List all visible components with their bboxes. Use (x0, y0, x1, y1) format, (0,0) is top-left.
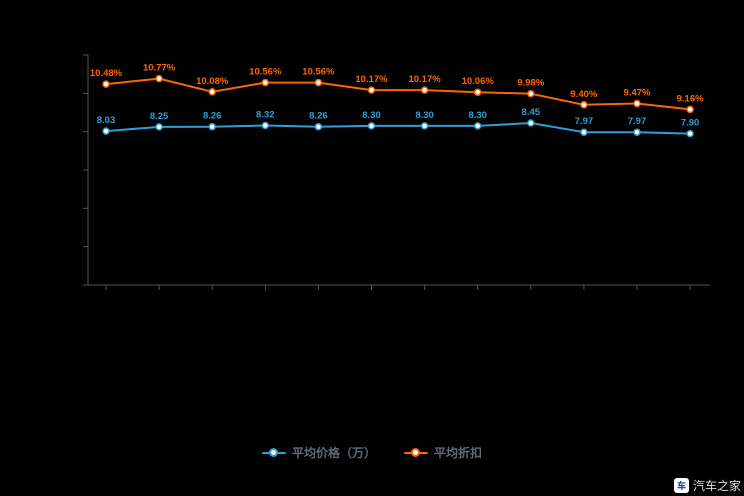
data-point (261, 121, 270, 130)
data-label: 10.17% (355, 74, 388, 85)
data-point (261, 78, 270, 87)
data-point (633, 99, 641, 108)
data-point (155, 123, 163, 131)
data-point (367, 122, 376, 130)
data-label: 8.32 (256, 110, 275, 121)
data-point (208, 88, 216, 96)
data-label: 10.56% (302, 67, 335, 78)
data-label: 8.25 (150, 111, 169, 122)
legend-ring-glyph (411, 447, 420, 457)
data-point (527, 119, 535, 127)
data-label: 9.47% (624, 88, 651, 99)
data-label: 10.06% (462, 76, 495, 87)
data-point (367, 86, 376, 94)
data-label: 10.08% (196, 76, 229, 87)
data-label: 8.30 (362, 110, 381, 121)
data-point (420, 122, 429, 130)
data-label: 10.48% (90, 68, 123, 79)
data-point (473, 88, 482, 96)
data-point (580, 101, 588, 109)
series-line-0 (105, 122, 692, 135)
data-label: 10.17% (408, 74, 441, 85)
legend-item-average-price[interactable]: 平均价格（万） (261, 444, 376, 461)
legend-label-average-price: 平均价格（万） (291, 446, 376, 460)
data-point (686, 105, 694, 114)
data-point (314, 78, 323, 87)
data-point (208, 122, 216, 131)
data-label: 9.40% (570, 89, 597, 100)
data-label: 9.98% (517, 78, 544, 89)
price-discount-trend-chart: 8.03 8.25 8.26 8.32 8.26 8.30 8.30 8.30 8.45 7.97… (83, 54, 710, 290)
data-point (314, 122, 323, 131)
data-point (102, 127, 110, 135)
series-line-1 (105, 77, 692, 111)
autohome-logo-icon: 车 (673, 478, 689, 493)
legend-item-average-discount[interactable]: 平均折扣 (404, 444, 482, 461)
data-point (686, 129, 694, 138)
chart-legend: 平均价格（万） 平均折扣 (0, 444, 744, 461)
data-label: 8.26 (309, 111, 328, 122)
legend-ring-glyph (268, 447, 278, 457)
data-point (473, 122, 482, 130)
data-label: 9.16% (677, 93, 704, 104)
data-label: 7.97 (575, 116, 594, 127)
data-label: 7.97 (628, 116, 647, 127)
data-label: 8.26 (203, 111, 222, 122)
data-label: 7.90 (681, 118, 700, 129)
watermark-text: 汽车之家 (692, 479, 741, 493)
blue-line-series-icon (261, 447, 286, 458)
data-point (527, 89, 535, 98)
data-point (155, 74, 163, 83)
data-point (102, 80, 110, 88)
data-label: 10.56% (249, 67, 282, 78)
data-label: 8.45 (522, 107, 541, 118)
legend-label-average-discount: 平均折扣 (434, 446, 483, 460)
data-point (580, 128, 588, 136)
data-label: 8.03 (97, 115, 116, 126)
data-point (420, 86, 429, 94)
data-label: 8.30 (415, 110, 434, 121)
data-point (633, 128, 641, 136)
data-label: 8.30 (468, 110, 487, 121)
watermark-autohome: 车 汽车之家 (673, 477, 741, 494)
data-label: 10.77% (143, 63, 176, 74)
orange-line-series-icon (404, 447, 428, 458)
